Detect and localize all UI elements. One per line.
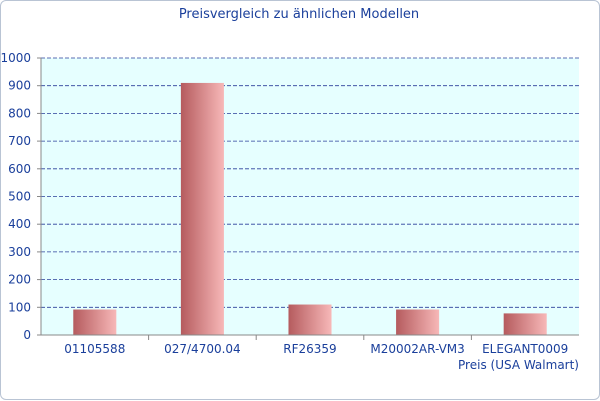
bar-elegant0009 [503,313,547,335]
x-tick-label: M20002AR-VM3 [370,342,464,356]
x-axis-label: Preis (USA Walmart) [458,358,579,372]
y-tick-label: 900 [8,79,31,93]
x-tick-label: ELEGANT0009 [482,342,568,356]
y-tick-label: 100 [8,300,31,314]
y-tick-label: 600 [8,162,31,176]
y-tick-label: 800 [8,106,31,120]
y-tick-label: 1000 [1,51,31,65]
y-tick-label: 300 [8,245,31,259]
bar-01105588 [73,309,117,335]
axes [40,58,579,336]
y-tick-label: 700 [8,134,31,148]
x-tick-label: 01105588 [64,342,125,356]
y-tick-label: 500 [8,190,31,204]
y-axis-tick-labels: 0 100 200 300 400 500 600 700 800 900 1000 [1,51,41,342]
x-tick-label: 027/4700.04 [164,342,241,356]
chart-title: Preisvergleich zu ähnlichen Modellen [179,7,419,22]
bar-m20002ar-vm3 [396,309,440,335]
bars [73,82,547,336]
bar-027-4700-04 [180,82,224,336]
x-axis-tick-labels: 01105588 027/4700.04 RF26359 M20002AR-VM3 EL… [64,335,568,356]
y-tick-label: 200 [8,273,31,287]
bar-rf26359 [288,304,332,335]
y-tick-label: 400 [8,217,31,231]
x-tick-label: RF26359 [283,342,336,356]
plot-area [41,58,579,335]
y-tick-label: 0 [23,328,31,342]
